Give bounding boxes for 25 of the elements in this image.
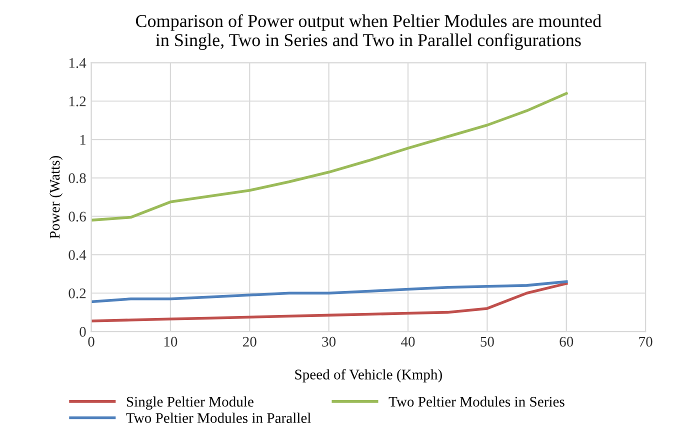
line-series — [91, 282, 568, 322]
y-axis-title: Power (Watts) — [49, 156, 63, 238]
x-tick-label: 60 — [560, 336, 574, 347]
line-series — [91, 92, 568, 222]
y-tick-label: 0.2 — [68, 288, 86, 298]
chart-title: Comparison of Power output when Peltier Modules are mounted in Single, Two in Series and Two in Parallel configurations — [136, 14, 602, 50]
x-tick-label: 50 — [480, 336, 494, 347]
legend-label: Two Peltier Modules in Parallel — [126, 412, 311, 423]
y-tick-label: 0.4 — [68, 250, 86, 260]
y-tick-label: 1.2 — [69, 96, 86, 106]
y-tick-label: 1 — [80, 134, 86, 145]
y-tick-label: 0 — [80, 326, 86, 337]
x-tick-label: 70 — [639, 336, 652, 347]
y-tick-label: 0.8 — [68, 173, 86, 184]
x-tick-label: 0 — [88, 336, 94, 347]
x-axis-title: Speed of Vehicle (Kmph) — [295, 369, 442, 382]
x-tick-label: 30 — [322, 336, 336, 347]
line-series — [91, 280, 568, 304]
legend-label: Two Peltier Modules in Series — [388, 396, 564, 407]
x-tick-label: 20 — [242, 336, 256, 347]
x-tick-label: 40 — [401, 336, 415, 347]
y-tick-label: 0.6 — [68, 212, 86, 222]
x-tick-label: 10 — [164, 336, 178, 347]
y-tick-label: 1.4 — [69, 58, 86, 68]
legend-label: Single Peltier Module — [126, 396, 254, 410]
